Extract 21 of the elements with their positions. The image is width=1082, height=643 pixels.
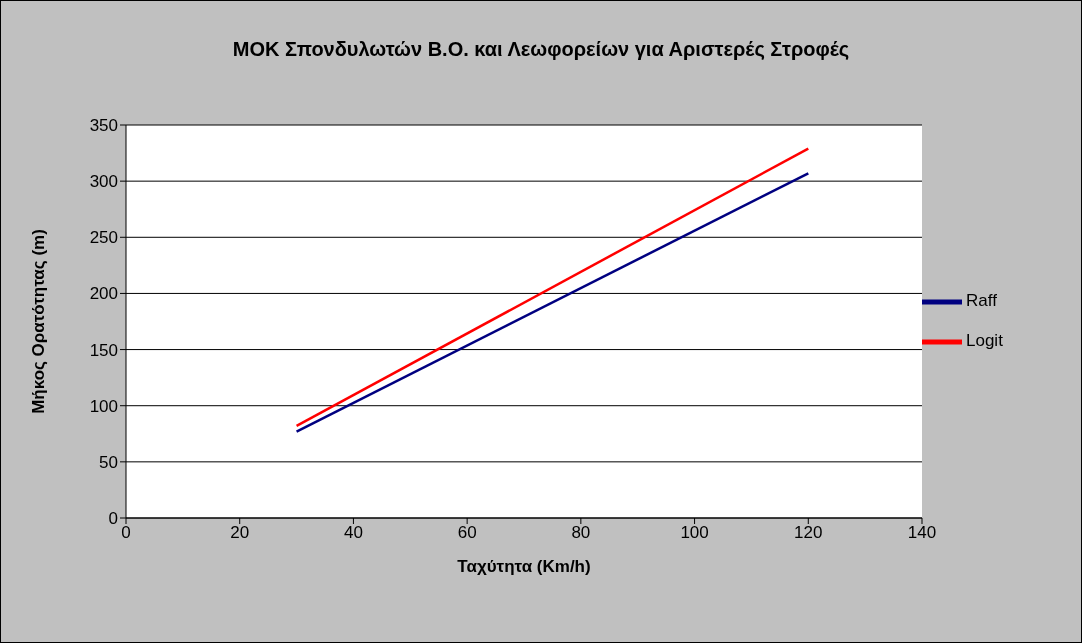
x-tick-label: 120 (794, 523, 823, 543)
y-axis-title: Μήκος Ορατότητας (m) (29, 229, 49, 414)
x-tick-label: 20 (230, 523, 250, 543)
x-tick-label: 100 (680, 523, 709, 543)
x-tick-label: 40 (343, 523, 363, 543)
y-tick-label: 350 (89, 116, 118, 136)
x-axis-title: Ταχύτητα (Km/h) (457, 557, 591, 577)
legend-label: Raff (966, 290, 997, 310)
y-tick-label: 250 (89, 228, 118, 248)
x-tick-label: 0 (121, 523, 131, 543)
y-tick-label: 200 (89, 284, 118, 304)
y-tick-label: 0 (108, 509, 118, 529)
legend-label: Logit (966, 330, 1003, 350)
x-tick-label: 140 (907, 523, 937, 543)
chart-title: ΜΟΚ Σπονδυλωτών Β.Ο. και Λεωφορείων για Αριστερές Στροφές (231, 38, 851, 61)
y-tick-label: 150 (89, 340, 118, 360)
x-tick-label: 60 (457, 523, 477, 543)
y-tick-label: 300 (89, 172, 118, 192)
x-tick-label: 80 (571, 523, 591, 543)
y-tick-label: 100 (89, 396, 118, 416)
y-tick-label: 50 (99, 452, 118, 472)
